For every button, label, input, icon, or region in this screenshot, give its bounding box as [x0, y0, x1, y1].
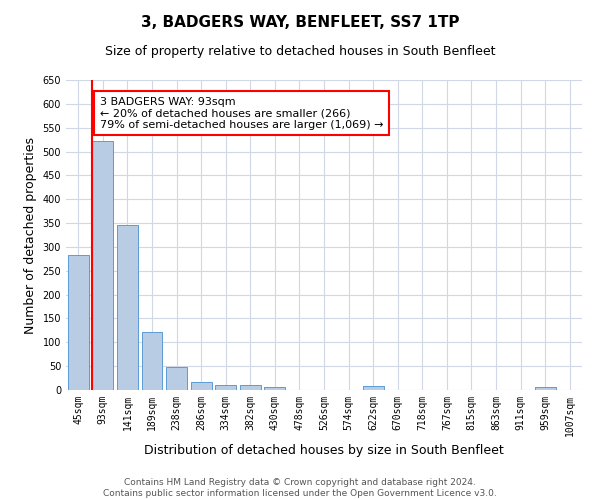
Bar: [191, 382, 212, 390]
Bar: [265, 386, 286, 390]
Bar: [362, 386, 383, 390]
X-axis label: Distribution of detached houses by size in South Benfleet: Distribution of detached houses by size …: [144, 444, 504, 458]
Text: Contains HM Land Registry data © Crown copyright and database right 2024.
Contai: Contains HM Land Registry data © Crown c…: [103, 478, 497, 498]
Bar: [166, 367, 187, 390]
Bar: [535, 387, 556, 390]
Text: 3 BADGERS WAY: 93sqm
← 20% of detached houses are smaller (266)
79% of semi-deta: 3 BADGERS WAY: 93sqm ← 20% of detached h…: [100, 96, 383, 130]
Bar: [142, 332, 163, 390]
Bar: [240, 385, 261, 390]
Bar: [92, 140, 113, 390]
Y-axis label: Number of detached properties: Number of detached properties: [24, 136, 37, 334]
Text: Size of property relative to detached houses in South Benfleet: Size of property relative to detached ho…: [105, 45, 495, 58]
Bar: [117, 224, 138, 390]
Bar: [215, 385, 236, 390]
Text: 3, BADGERS WAY, BENFLEET, SS7 1TP: 3, BADGERS WAY, BENFLEET, SS7 1TP: [141, 15, 459, 30]
Bar: [68, 255, 89, 390]
